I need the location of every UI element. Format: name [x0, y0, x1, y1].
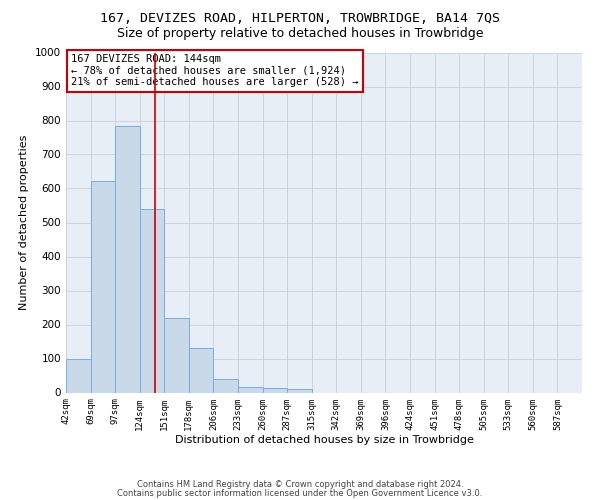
- Y-axis label: Number of detached properties: Number of detached properties: [19, 135, 29, 310]
- Bar: [91, 181, 115, 392]
- X-axis label: Distribution of detached houses by size in Trowbridge: Distribution of detached houses by size …: [175, 435, 473, 445]
- Bar: [263, 388, 287, 392]
- Text: Contains public sector information licensed under the Open Government Licence v3: Contains public sector information licen…: [118, 488, 482, 498]
- Bar: [66, 358, 91, 392]
- Bar: [115, 126, 140, 392]
- Text: 167, DEVIZES ROAD, HILPERTON, TROWBRIDGE, BA14 7QS: 167, DEVIZES ROAD, HILPERTON, TROWBRIDGE…: [100, 12, 500, 26]
- Bar: [287, 389, 312, 392]
- Bar: [140, 209, 164, 392]
- Text: 167 DEVIZES ROAD: 144sqm
← 78% of detached houses are smaller (1,924)
21% of sem: 167 DEVIZES ROAD: 144sqm ← 78% of detach…: [71, 54, 359, 88]
- Bar: [238, 388, 263, 392]
- Text: Contains HM Land Registry data © Crown copyright and database right 2024.: Contains HM Land Registry data © Crown c…: [137, 480, 463, 489]
- Text: Size of property relative to detached houses in Trowbridge: Size of property relative to detached ho…: [117, 28, 483, 40]
- Bar: [164, 318, 189, 392]
- Bar: [189, 348, 214, 393]
- Bar: [214, 379, 238, 392]
